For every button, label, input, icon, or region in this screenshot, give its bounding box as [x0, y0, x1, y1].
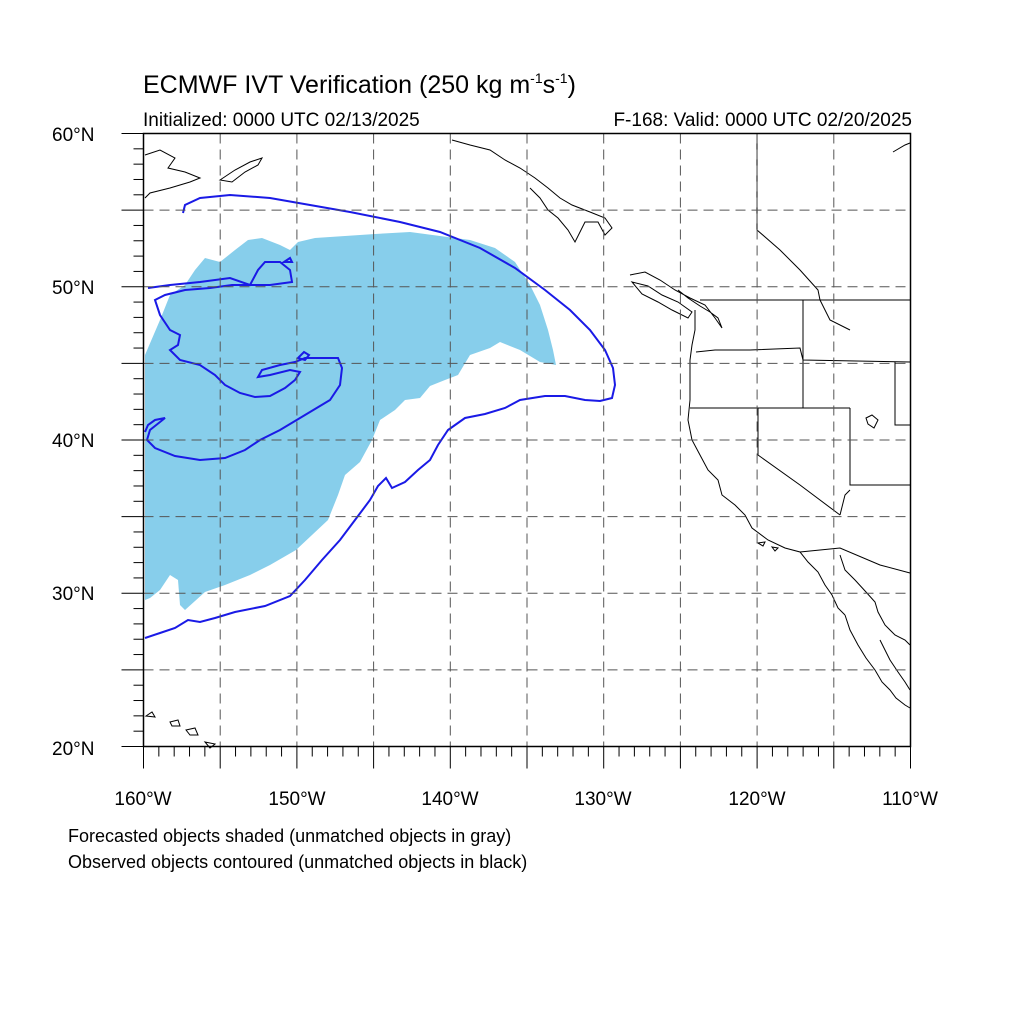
- lon-label-130w: 130°W: [574, 789, 631, 810]
- vancouver-island: [630, 281, 693, 319]
- us-west-coast: [687, 310, 846, 616]
- mexico-border: [799, 547, 911, 574]
- forecast-object: [145, 232, 556, 610]
- great-salt-lake: [865, 414, 879, 429]
- alaska-coast: [144, 149, 202, 199]
- gulf-of-california: [839, 554, 911, 646]
- lon-label-110w: 110°W: [882, 789, 938, 810]
- mexico-mainland: [879, 639, 911, 691]
- observed-contours: [144, 193, 617, 639]
- axis-ticks: [121, 133, 911, 769]
- baja-california: [844, 614, 911, 709]
- grid-lines: [143, 133, 911, 747]
- lon-labels: 160°W 150°W 140°W 130°W 120°W 110°W: [114, 789, 938, 810]
- wyoming-border: [894, 362, 910, 426]
- montana-border: [819, 299, 851, 331]
- lon-label-140w: 140°W: [421, 789, 478, 810]
- observed-object-outer: [144, 193, 617, 639]
- alaska-islands: [218, 157, 264, 183]
- lat-label-60: 60°N: [52, 125, 94, 146]
- observed-object-inner: [144, 261, 344, 462]
- canada-coast-right: [892, 142, 911, 153]
- channel-islands: [756, 541, 780, 552]
- observed-object-islet: [296, 350, 311, 362]
- coastlines: [144, 139, 911, 749]
- hawaii-islands: [144, 711, 217, 749]
- oregon-washington-border: [695, 347, 911, 363]
- init-time: Initialized: 0000 UTC 02/13/2025: [143, 110, 420, 131]
- nevada-utah-border: [849, 408, 910, 486]
- borders: [690, 133, 911, 574]
- lon-label-120w: 120°W: [728, 789, 785, 810]
- arizona-border: [839, 489, 851, 516]
- lat-label-40: 40°N: [52, 431, 94, 452]
- lat-labels: 60°N 50°N 40°N 30°N 20°N: [52, 125, 94, 760]
- lat-label-50: 50°N: [52, 278, 94, 299]
- alaska-panhandle: [451, 139, 613, 244]
- lon-label-160w: 160°W: [114, 789, 171, 810]
- map-title: ECMWF IVT Verification (250 kg m-1s-1): [143, 70, 576, 99]
- lat-label-20: 20°N: [52, 739, 94, 760]
- lon-label-150w: 150°W: [268, 789, 325, 810]
- legend-observed-note: Observed objects contoured (unmatched ob…: [68, 852, 528, 872]
- valid-time: F-168: Valid: 0000 UTC 02/20/2025: [613, 110, 912, 131]
- bc-alberta-border: [756, 133, 821, 301]
- observed-object-islet-2: [280, 256, 294, 263]
- lat-label-30: 30°N: [52, 584, 94, 605]
- legend-forecast-note: Forecasted objects shaded (unmatched obj…: [68, 826, 512, 846]
- california-nevada-border: [757, 408, 841, 516]
- bc-coast: [629, 271, 723, 329]
